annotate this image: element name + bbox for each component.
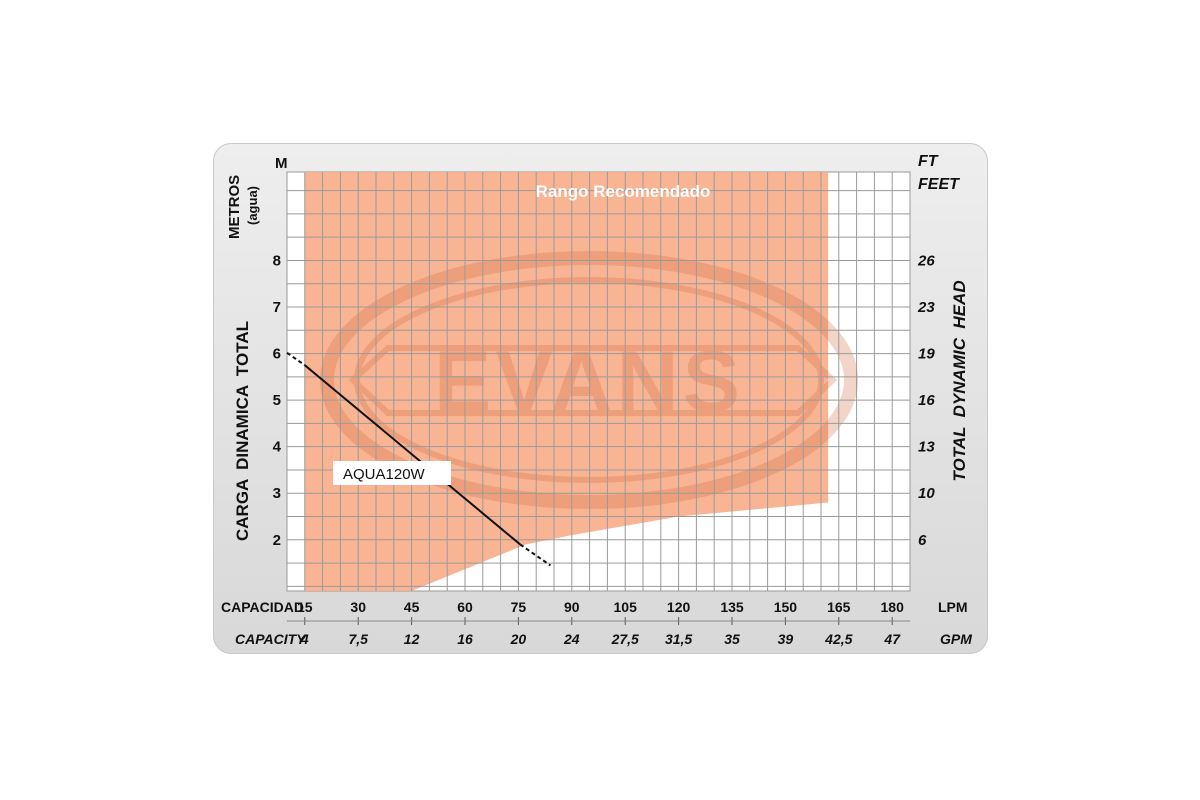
y2-tick-label: 10: [918, 485, 935, 502]
y-axis-title: CARGA DINAMICA TOTAL: [233, 321, 252, 541]
x2-tick-label: 27,5: [611, 631, 639, 647]
series-label: AQUA120W: [343, 466, 426, 483]
y2-tick-labels: 6 10 13 16 19 23 26: [917, 252, 935, 548]
y-tick-label: 4: [273, 439, 282, 456]
y2-tick-label: 13: [918, 439, 935, 456]
x2-tick-label: 31,5: [665, 631, 692, 647]
x2-tick-label: 20: [510, 631, 527, 647]
y-tick-label: 8: [273, 252, 281, 269]
x2-tick-label: 4: [300, 631, 309, 647]
x-tick-label: 180: [881, 599, 905, 615]
x-tick-label: 15: [297, 599, 313, 615]
x-tick-label: 30: [350, 599, 366, 615]
x2-tick-label: 47: [883, 631, 901, 647]
y-tick-label: 5: [273, 392, 281, 409]
x-unit-label: LPM: [938, 599, 968, 615]
y2-axis-title: TOTAL DYNAMIC HEAD: [950, 280, 969, 481]
y-axis-title-sub: (agua): [245, 186, 260, 225]
series-label-box: [333, 461, 451, 485]
pump-curve-chart: EVANS 15 30 45 60 75 90 105 120 135 150 165 180 4 7,…: [221, 153, 972, 647]
x-tick-label: 105: [614, 599, 638, 615]
x2-tick-label: 42,5: [824, 631, 852, 647]
x-tick-label: 135: [720, 599, 744, 615]
x-tick-label: 120: [667, 599, 691, 615]
chart-title: Rango Recomendado: [536, 182, 711, 201]
y-tick-label: 6: [273, 346, 281, 363]
y-tick-label: 3: [273, 485, 281, 502]
x-tick-label: 60: [457, 599, 473, 615]
x2-axis-title: CAPACITY: [235, 631, 307, 647]
series-line-solid: [304, 364, 521, 546]
y-axis-title-top: METROS: [226, 175, 243, 239]
y2-tick-label: 16: [918, 392, 935, 409]
series-line-dashed-end: [519, 543, 552, 567]
watermark-text: EVANS: [434, 334, 744, 430]
y2-tick-label: 6: [918, 532, 927, 549]
x2-tick-label: 35: [724, 631, 740, 647]
x2-tick-label: 16: [457, 631, 473, 647]
x-tick-labels: 15 30 45 60 75 90 105 120 135 150 165 180: [297, 599, 904, 625]
recommended-range-area: [304, 172, 829, 591]
x2-tick-labels: 4 7,5 12 16 20 24 27,5 31,5 35 39 42,5 47: [300, 631, 901, 647]
y2-tick-label: 26: [917, 252, 935, 269]
x-axis-title: CAPACIDAD: [221, 599, 304, 615]
x-tick-label: 90: [564, 599, 580, 615]
x-tick-label: 165: [827, 599, 851, 615]
y2-tick-label: 23: [917, 299, 935, 316]
y-tick-label: 2: [273, 532, 281, 549]
y2-unit-label-feet: FEET: [918, 176, 960, 193]
y-tick-label: 7: [273, 299, 281, 316]
y-unit-label: M: [275, 155, 288, 172]
series-line-dashed-start: [286, 351, 306, 367]
x-tick-label: 150: [774, 599, 798, 615]
x2-tick-label: 12: [404, 631, 420, 647]
grid-lines: [287, 172, 911, 591]
x-tick-label: 45: [404, 599, 420, 615]
x2-tick-label: 7,5: [348, 631, 368, 647]
y2-tick-label: 19: [918, 346, 935, 363]
x2-tick-label: 39: [778, 631, 794, 647]
y-tick-labels: 2 3 4 5 6 7 8: [273, 252, 282, 548]
chart-card: EVANS 15 30 45 60 75 90 105 120 135 150 165 180 4 7,…: [213, 143, 988, 654]
x2-tick-label: 24: [563, 631, 580, 647]
y2-unit-label-ft: FT: [918, 153, 939, 170]
series-lines: [286, 351, 552, 567]
evans-watermark-logo: EVANS: [320, 251, 858, 509]
x2-unit-label: GPM: [940, 631, 972, 647]
x-tick-label: 75: [511, 599, 527, 615]
